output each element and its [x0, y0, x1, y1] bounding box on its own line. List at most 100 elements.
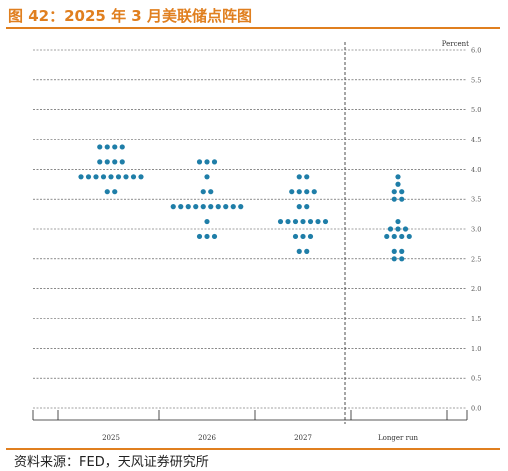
fomc-dot [322, 218, 329, 225]
fomc-dot [104, 159, 110, 165]
fomc-dot [196, 159, 203, 165]
fomc-dot [304, 204, 310, 210]
fomc-dot [97, 144, 103, 150]
fomc-dot [238, 204, 244, 210]
fomc-dot [304, 248, 310, 254]
fomc-dot [292, 233, 299, 240]
fomc-dot [387, 226, 394, 232]
fomc-dot [223, 204, 229, 210]
fomc-dot [391, 248, 397, 254]
fomc-dot [395, 181, 401, 187]
source-note: 资料来源：FED，天风证券研究所 [14, 455, 209, 470]
y-axis-unit-label: Percent [442, 40, 469, 48]
fomc-dot [211, 159, 218, 165]
fomc-dot [100, 174, 107, 180]
fomc-dot [300, 218, 306, 225]
fomc-dot [200, 204, 206, 210]
fomc-dot [196, 233, 203, 240]
fomc-dot [108, 174, 114, 180]
fomc-dot [277, 218, 284, 225]
fomc-dot [93, 174, 99, 180]
category-label: 2027 [294, 434, 312, 442]
y-tick-label: 4.5 [471, 136, 481, 144]
fomc-dot [391, 189, 397, 195]
fomc-dot [300, 233, 306, 240]
fomc-dot [115, 174, 122, 180]
fomc-dot [211, 233, 218, 240]
fomc-dot [304, 174, 310, 180]
fomc-dot [296, 248, 302, 254]
fomc-dot [138, 174, 144, 180]
fomc-dot [119, 159, 125, 165]
fomc-dot [391, 196, 397, 202]
fomc-dot [123, 174, 129, 180]
fomc-dot [399, 256, 405, 262]
fomc-dot [402, 226, 409, 232]
fomc-dot [399, 233, 405, 240]
y-tick-label: 0.5 [471, 375, 481, 383]
fomc-dot [112, 159, 118, 165]
fomc-dot [97, 159, 103, 165]
fomc-dot [384, 233, 390, 240]
fomc-dot [292, 218, 299, 225]
fomc-dot [204, 233, 210, 240]
fomc-dot [204, 218, 210, 225]
fomc-dot [170, 204, 176, 210]
fomc-dot [296, 174, 302, 180]
figure-title: 图 42：2025 年 3 月美联储点阵图 [8, 7, 252, 25]
fomc-dot [85, 174, 92, 180]
y-tick-label: 5.5 [471, 76, 481, 84]
category-label: Longer run [378, 434, 418, 442]
category-label: 2025 [102, 434, 120, 442]
y-tick-label: 3.0 [471, 226, 481, 234]
fomc-dot [204, 174, 210, 180]
fomc-dot [285, 218, 291, 225]
title-rule [6, 27, 500, 29]
fomc-dot [391, 233, 397, 240]
y-tick-label: 1.0 [471, 345, 481, 353]
fomc-dot [307, 218, 314, 225]
fomc-dot [185, 204, 191, 210]
fomc-dot [215, 204, 221, 210]
fomc-dot [395, 218, 401, 225]
fomc-dot [395, 226, 401, 232]
fomc-dot [178, 204, 184, 210]
fomc-dot [200, 189, 206, 195]
fomc-dot [315, 218, 321, 225]
fomc-dot [304, 189, 310, 195]
y-tick-label: 2.0 [471, 285, 481, 293]
fomc-dot [307, 233, 314, 240]
fomc-dot [104, 189, 110, 195]
y-tick-label: 6.0 [471, 47, 481, 55]
fomc-dot [112, 144, 118, 150]
fomc-dot [399, 196, 405, 202]
y-tick-label: 2.5 [471, 255, 481, 263]
fomc-dot [119, 144, 125, 150]
y-tick-label: 1.5 [471, 315, 481, 323]
fomc-dot [78, 174, 84, 180]
fomc-dot [112, 189, 118, 195]
fomc-dot [399, 248, 405, 254]
fomc-dot [193, 204, 199, 210]
fomc-dot [395, 174, 401, 180]
y-tick-label: 5.0 [471, 106, 481, 114]
source-rule [6, 448, 500, 450]
fomc-dot [311, 189, 317, 195]
fomc-dot [104, 144, 110, 150]
fomc-dot [296, 189, 302, 195]
fomc-dot [399, 189, 405, 195]
fomc-dot [406, 233, 412, 240]
fomc-dot [208, 189, 214, 195]
fomc-dot [204, 159, 210, 165]
y-tick-label: 3.5 [471, 196, 481, 204]
y-tick-label: 0.0 [471, 405, 481, 413]
fomc-dot [289, 189, 295, 195]
fomc-dot [296, 204, 302, 210]
category-label: 2026 [198, 434, 216, 442]
y-tick-label: 4.0 [471, 166, 481, 174]
fomc-dot [230, 204, 236, 210]
fomc-dot [130, 174, 137, 180]
fomc-dot [208, 204, 214, 210]
fomc-dot [391, 256, 397, 262]
